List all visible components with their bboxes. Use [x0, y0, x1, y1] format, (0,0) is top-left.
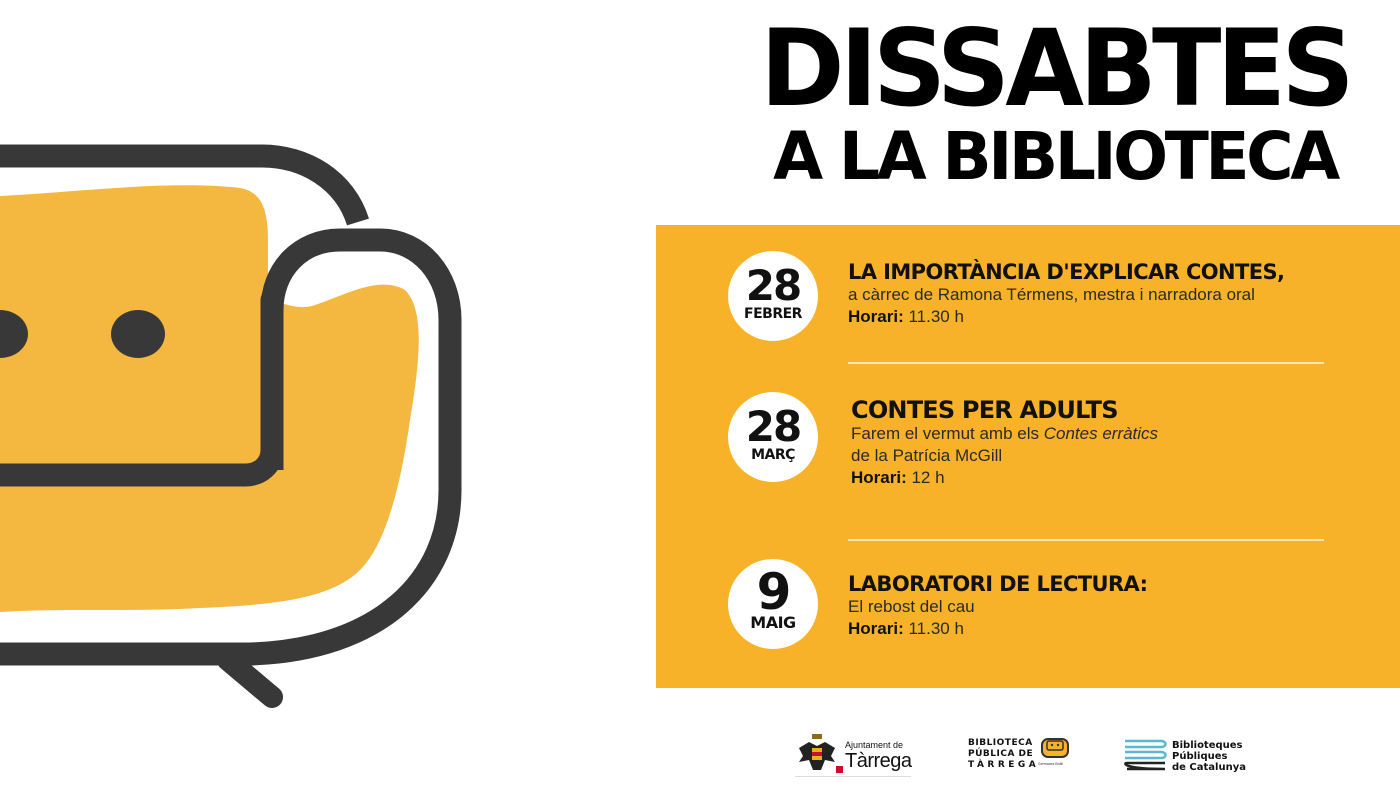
logo-ajuntament-tarrega: Ajuntament de Tàrrega	[795, 728, 915, 778]
logo-line-3: de Catalunya	[1172, 762, 1246, 773]
sofa-seat-fill	[0, 284, 419, 612]
divider	[848, 362, 1324, 364]
logo-text-big: Tàrrega	[845, 750, 912, 772]
events-panel: 28 FEBRER LA IMPORTÀNCIA D'EXPLICAR CONT…	[656, 225, 1400, 688]
logo-text: Biblioteques Públiques de Catalunya	[1172, 740, 1246, 773]
schedule-value: 12 h	[911, 468, 945, 488]
logo-biblioteques-catalunya: Biblioteques Públiques de Catalunya	[1123, 728, 1253, 778]
date-badge: 28 MARÇ	[728, 392, 818, 482]
logo-subtext: Germanes Bòfill	[1038, 762, 1063, 766]
event-schedule: Horari: 12 h	[851, 467, 1158, 489]
event-title: LABORATORI DE LECTURA:	[848, 572, 1148, 596]
red-square-icon	[836, 766, 843, 773]
logo-line-3: TÀRREGA	[968, 760, 1040, 770]
logo-underline	[795, 776, 911, 777]
sofa-button-left	[0, 310, 28, 358]
coat-of-arms-icon	[799, 734, 835, 770]
sofa-button-right	[111, 310, 165, 358]
sofa-arm-outline	[0, 228, 462, 666]
logo-line-1: Biblioteques	[1172, 740, 1243, 751]
date-day: 9	[756, 563, 792, 621]
books-stack-icon	[1124, 739, 1167, 771]
logo-line-1: BIBLIOTECA	[968, 738, 1033, 748]
sponsor-logos: Ajuntament de Tàrrega BIBLIOTECA PÚBLICA…	[795, 728, 1255, 783]
logo-biblioteca-tarrega: BIBLIOTECA PÚBLICA DE TÀRREGA Germanes B…	[968, 728, 1088, 778]
logo-line-2: Públiques	[1172, 751, 1228, 762]
sofa-leg	[217, 649, 283, 708]
page-title: DISSABTES A LA BIBLIOTECA	[720, 10, 1390, 190]
date-day: 28	[745, 402, 802, 451]
logo-line-2: PÚBLICA DE	[968, 749, 1034, 759]
event-info: CONTES PER ADULTS Farem el vermut amb el…	[851, 397, 1158, 489]
date-badge: 9 MAIG	[728, 559, 818, 649]
book-title: Contes erràtics	[1043, 424, 1159, 444]
logo-text-small: Ajuntament de	[845, 740, 904, 750]
date-month: FEBRER	[744, 306, 802, 322]
date-badge: 28 FEBRER	[728, 251, 818, 341]
date-month: MAIG	[750, 613, 796, 632]
schedule-value: 11.30 h	[908, 619, 964, 639]
date-month: MARÇ	[751, 447, 795, 463]
sofa-illustration	[0, 144, 462, 708]
event-description: a càrrec de Ramona Térmens, mestra i nar…	[848, 285, 1255, 305]
event-schedule: Horari: 11.30 h	[848, 306, 1284, 328]
event-info: LA IMPORTÀNCIA D'EXPLICAR CONTES, a càrr…	[848, 260, 1285, 328]
schedule-label: Horari:	[851, 468, 907, 488]
title-line-2: A LA BIBLIOTECA	[773, 118, 1340, 195]
sofa-back-outline	[0, 144, 369, 226]
event-description-2: de la Patrícia McGill	[851, 446, 1003, 466]
event-schedule: Horari: 11.30 h	[848, 618, 1147, 640]
schedule-value: 11.30 h	[908, 307, 964, 327]
schedule-label: Horari:	[848, 307, 904, 327]
event-title: CONTES PER ADULTS	[851, 396, 1119, 424]
event-info: LABORATORI DE LECTURA: El rebost del cau…	[848, 572, 1148, 640]
sofa-backrest-fill	[0, 185, 268, 330]
event-description: Farem el vermut amb els Contes erràtics	[851, 423, 1158, 445]
description-text: Farem el vermut amb els	[851, 424, 1044, 444]
schedule-label: Horari:	[848, 619, 904, 639]
sofa-icon	[1041, 738, 1069, 758]
date-day: 28	[745, 261, 802, 310]
title-line-1: DISSABTES	[760, 7, 1354, 130]
divider	[848, 539, 1324, 541]
logo-text: BIBLIOTECA PÚBLICA DE TÀRREGA	[968, 738, 1039, 771]
event-title: LA IMPORTÀNCIA D'EXPLICAR CONTES,	[848, 260, 1285, 284]
event-description: El rebost del cau	[848, 597, 975, 617]
